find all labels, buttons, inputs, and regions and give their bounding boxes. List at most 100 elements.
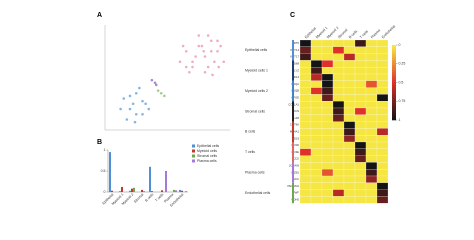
heatmap-cell (299, 162, 312, 170)
heatmap-cell (376, 141, 389, 149)
heatmap-cell (332, 46, 345, 54)
heatmap-cell (321, 175, 334, 183)
row-label: KRT14 (290, 48, 299, 52)
group-bar (292, 121, 294, 142)
heatmap-cell (332, 114, 345, 122)
colorbar-segment (392, 55, 396, 58)
heatmap-cell (365, 182, 378, 190)
bar (133, 187, 135, 192)
heatmap-cell (343, 128, 356, 136)
heatmap-cell (332, 101, 345, 109)
heatmap-cell (343, 155, 356, 163)
colorbar-segment (392, 80, 396, 83)
group-bar (292, 101, 294, 122)
point (200, 44, 204, 48)
heatmap-cell (332, 175, 345, 183)
heatmap-cell (343, 39, 356, 47)
group-bar (292, 80, 294, 102)
heatmap-cell (354, 73, 367, 81)
row-label: CDH5 (291, 198, 299, 202)
colorbar-segment (392, 87, 396, 91)
heatmap-cell (343, 87, 356, 95)
heatmap-cell (343, 135, 356, 143)
colorbar-segment (392, 45, 396, 48)
heatmap-cell (354, 39, 367, 47)
heatmap-cell (310, 94, 323, 102)
bar (131, 188, 133, 192)
point (138, 86, 141, 90)
colorbar-segment (392, 110, 396, 113)
heatmap-cell (343, 60, 356, 68)
heatmap-cell (321, 114, 334, 122)
heatmap-cell (365, 196, 378, 204)
heatmap-cell (321, 135, 334, 143)
heatmap-cell (354, 87, 367, 95)
row-label: CD3D (291, 143, 299, 147)
heatmap-cell (310, 182, 323, 190)
colorbar-segment (392, 62, 396, 66)
heatmap-cell (321, 128, 334, 136)
heatmap-cell (365, 107, 378, 115)
heatmap-cell (365, 169, 378, 177)
heatmap-cell (310, 162, 323, 170)
heatmap-cell (343, 175, 356, 183)
heatmap-cell (343, 162, 356, 170)
bar (109, 152, 111, 192)
heatmap-cell (299, 80, 312, 88)
heatmap-cell (332, 128, 345, 136)
point (211, 73, 214, 77)
point (163, 94, 166, 98)
point (216, 39, 219, 43)
heatmap-cell (343, 141, 356, 149)
heatmap-cell (365, 155, 378, 163)
point (125, 118, 129, 121)
heatmap-cell (321, 60, 334, 68)
group-bar (292, 162, 294, 183)
heatmap-cell (299, 169, 312, 177)
heatmap-cell (310, 80, 323, 88)
heatmap-cell (376, 135, 389, 143)
point (156, 89, 160, 92)
heatmap-cell (354, 182, 367, 190)
heatmap-cell (365, 128, 378, 136)
heatmap-cell (299, 46, 312, 54)
heatmap-cell (343, 53, 356, 61)
colorbar-label: 0.5 (399, 80, 404, 84)
heatmap-cell (332, 189, 345, 197)
heatmap-cell (299, 175, 312, 183)
heatmap-cell (376, 148, 389, 156)
row-label: LUM (293, 116, 300, 120)
heatmap-cell (332, 162, 345, 170)
heatmap-cell (376, 121, 389, 129)
heatmap-cell (321, 101, 334, 109)
heatmap-cell (310, 46, 323, 54)
heatmap-cell (343, 169, 356, 177)
heatmap-cell (332, 148, 345, 156)
heatmap-cell (376, 114, 389, 122)
colorbar-segment (392, 92, 396, 96)
colorbar-segment (392, 47, 396, 51)
heatmap-cell (354, 155, 367, 163)
point (209, 39, 213, 43)
heatmap-cell (376, 107, 389, 115)
heatmap-cell (310, 135, 323, 143)
point (134, 91, 138, 95)
heatmap-cell (321, 141, 334, 149)
point (150, 78, 154, 82)
heatmap-cell (343, 101, 356, 109)
heatmap-cell (365, 94, 378, 102)
colorbar-segment (392, 82, 396, 86)
heatmap-cell (332, 135, 345, 143)
heatmap-cell (354, 60, 367, 68)
group-label: Myeloid cells 2 (245, 89, 268, 93)
y-tick-label: 0.5 (101, 169, 106, 173)
heatmap-cell (376, 94, 389, 102)
heatmap-cell (376, 67, 389, 75)
heatmap-cell (332, 94, 345, 102)
colorbar-segment (392, 65, 396, 68)
bar (119, 191, 121, 192)
heatmap-cell (332, 107, 345, 115)
heatmap-cell (354, 162, 367, 170)
point (144, 102, 147, 106)
column-label: B cells (348, 29, 358, 39)
